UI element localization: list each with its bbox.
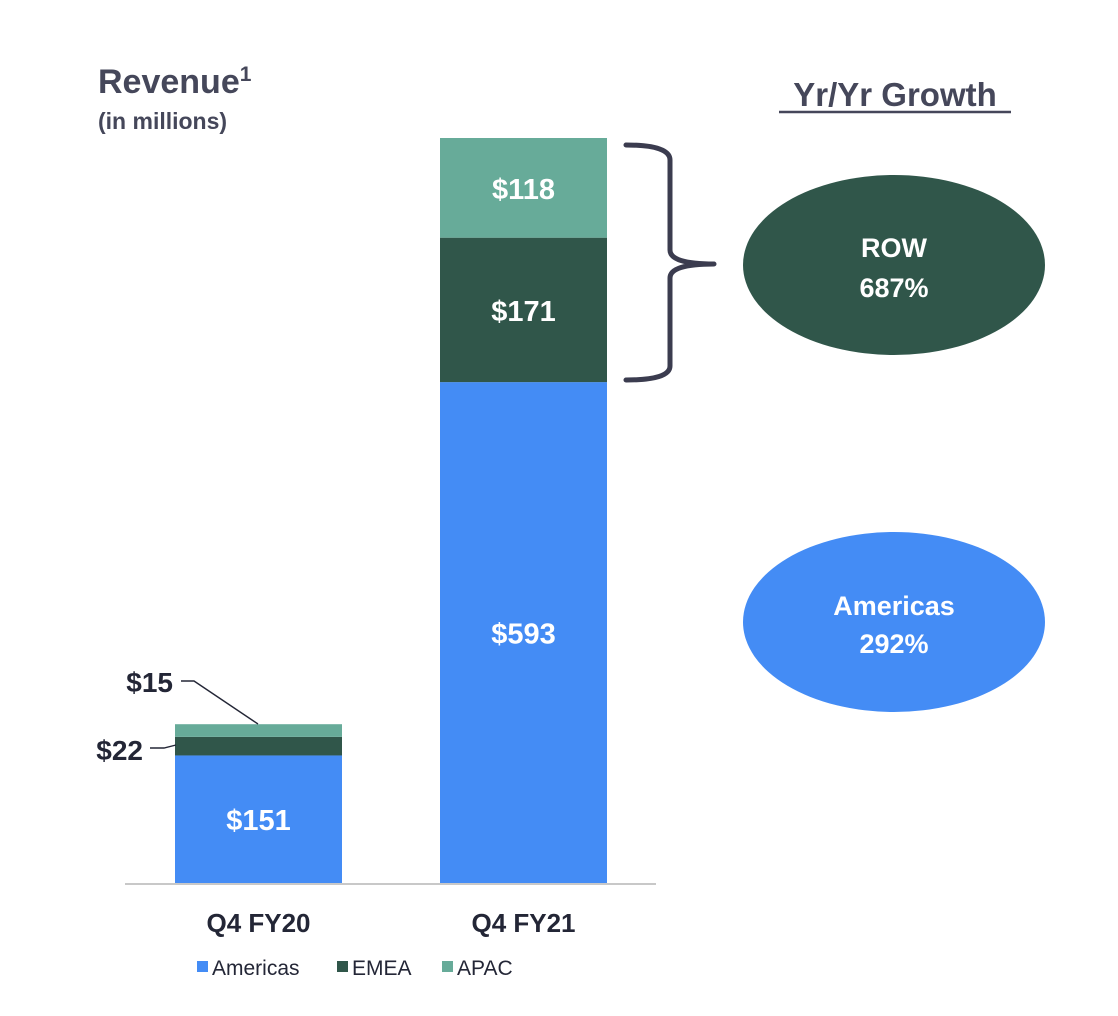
- row-bracket: [623, 142, 717, 383]
- bar-apac-q4-fy20: [175, 724, 342, 737]
- bar-labels-group: $151 $593 $171 $118: [226, 174, 556, 837]
- x-tick-q4-fy21: Q4 FY21: [471, 908, 575, 938]
- label-apac-q4-fy21: $118: [492, 174, 555, 206]
- x-tick-labels-group: Q4 FY20 Q4 FY21: [206, 908, 575, 938]
- legend-swatch-americas: [197, 961, 208, 972]
- legend-label-americas: Americas: [212, 957, 300, 980]
- bar-emea-q4-fy20: [175, 736, 342, 756]
- bar-americas-q4-fy21: [440, 382, 607, 883]
- growth-title: Yr/Yr Growth: [793, 76, 997, 113]
- bar-americas-q4-fy20: [175, 755, 342, 883]
- legend-label-emea: EMEA: [352, 957, 412, 980]
- bar-emea-q4-fy21: [440, 237, 607, 383]
- americas-growth-bubble: [743, 532, 1045, 712]
- chart-title: Revenue1: [98, 63, 252, 101]
- row-growth-label: ROW: [861, 233, 928, 263]
- label-americas-q4-fy21: $593: [491, 619, 556, 651]
- americas-growth-value: 292%: [859, 629, 928, 659]
- legend-label-apac: APAC: [457, 957, 513, 980]
- label-emea-fy20: $22: [96, 735, 143, 766]
- emea-leader-line: [150, 744, 177, 749]
- legend-swatch-apac: [442, 961, 453, 972]
- label-emea-q4-fy21: $171: [491, 296, 556, 328]
- chart-title-superscript: 1: [240, 63, 252, 86]
- row-growth-bubble: [743, 175, 1045, 355]
- chart-subtitle: (in millions): [98, 108, 227, 134]
- apac-leader-line: [181, 680, 259, 725]
- americas-growth-label: Americas: [833, 591, 955, 621]
- bars-group: [175, 138, 607, 883]
- label-apac-fy20: $15: [126, 667, 173, 698]
- legend: Americas EMEA APAC: [197, 957, 513, 980]
- chart-title-text: Revenue: [98, 63, 240, 101]
- legend-swatch-emea: [337, 961, 348, 972]
- x-tick-q4-fy20: Q4 FY20: [206, 908, 310, 938]
- row-growth-value: 687%: [859, 273, 928, 303]
- label-americas-q4-fy20: $151: [226, 805, 291, 837]
- bar-apac-q4-fy21: [440, 138, 607, 238]
